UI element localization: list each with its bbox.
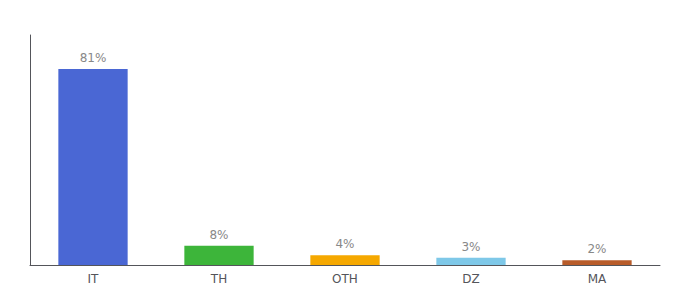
svg-text:4%: 4% (335, 237, 354, 251)
svg-text:3%: 3% (461, 240, 480, 254)
svg-text:8%: 8% (209, 228, 228, 242)
svg-text:2%: 2% (587, 242, 606, 256)
svg-text:TH: TH (210, 272, 227, 286)
svg-text:DZ: DZ (462, 272, 479, 286)
svg-text:MA: MA (588, 272, 607, 286)
svg-text:IT: IT (88, 272, 100, 286)
svg-text:81%: 81% (80, 51, 107, 65)
svg-text:OTH: OTH (332, 272, 358, 286)
